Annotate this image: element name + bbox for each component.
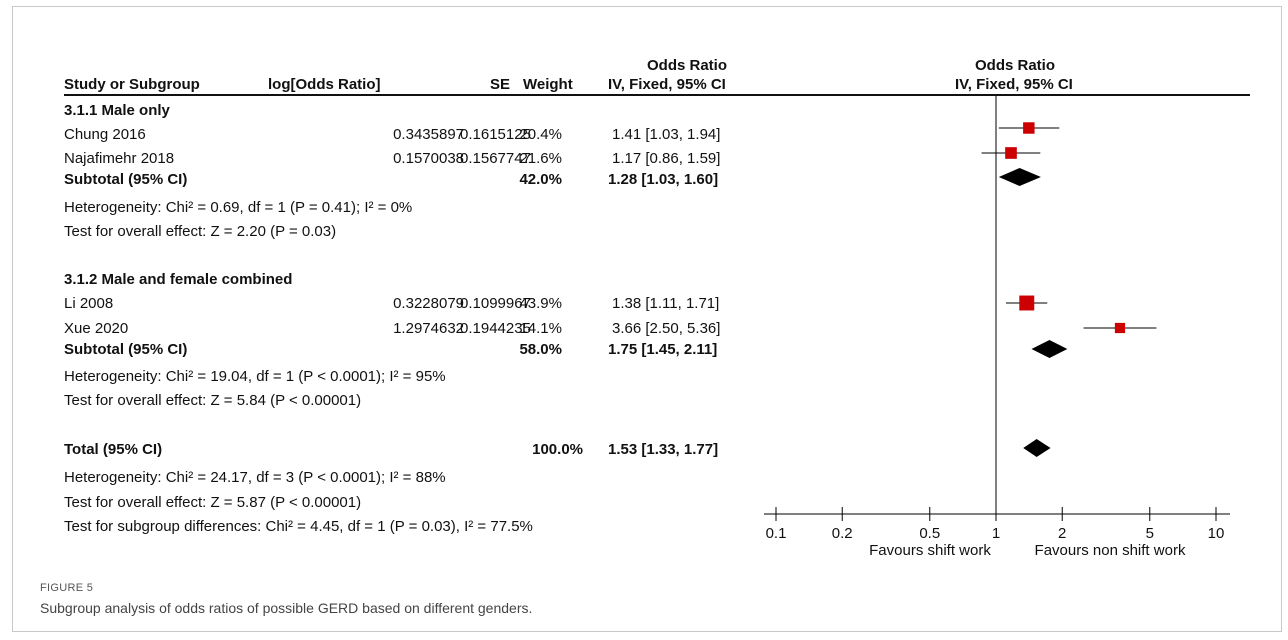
group-title: 3.1.2 Male and female combined <box>64 271 293 288</box>
study-ci: 1.38 [1.11, 1.71] <box>612 295 720 312</box>
study-ci: 1.17 [0.86, 1.59] <box>612 150 721 167</box>
overall-effect-text: Test for overall effect: Z = 5.84 (P < 0… <box>64 392 362 409</box>
header-log-or: log[Odds Ratio] <box>268 76 381 93</box>
header-rule <box>64 94 1250 96</box>
study-marker <box>1023 122 1035 134</box>
group-title: 3.1.1 Male only <box>64 102 170 119</box>
header-plot-line2: IV, Fixed, 95% CI <box>955 76 1073 93</box>
total-overall-effect-text: Test for overall effect: Z = 5.87 (P < 0… <box>64 494 362 511</box>
subtotal-weight: 58.0% <box>519 341 562 358</box>
favours-left-label: Favours shift work <box>869 542 991 559</box>
study-log-or: 0.3435897 <box>393 126 464 143</box>
axis-tick-label: 0.5 <box>919 525 940 542</box>
study-weight: 21.6% <box>519 150 562 167</box>
study-name: Najafimehr 2018 <box>64 150 175 167</box>
header-plot-line1: Odds Ratio <box>975 57 1056 74</box>
axis-tick-label: 5 <box>1146 525 1154 542</box>
study-marker <box>1114 322 1126 334</box>
study-name: Chung 2016 <box>64 126 146 143</box>
summary-diamond <box>1023 439 1051 457</box>
header-or-line2: IV, Fixed, 95% CI <box>608 76 726 93</box>
axis-tick-label: 0.2 <box>832 525 853 542</box>
heterogeneity-text: Heterogeneity: Chi² = 0.69, df = 1 (P = … <box>64 199 413 216</box>
total-ci: 1.53 [1.33, 1.77] <box>608 441 719 458</box>
total-weight: 100.0% <box>532 441 583 458</box>
figure-frame <box>12 6 1282 632</box>
overall-effect-text: Test for overall effect: Z = 2.20 (P = 0… <box>64 223 337 240</box>
study-log-or: 0.1570038 <box>393 150 464 167</box>
header-weight: Weight <box>523 76 573 93</box>
axis-tick-label: 2 <box>1058 525 1066 542</box>
figure-caption: Subgroup analysis of odds ratios of poss… <box>40 600 533 616</box>
study-log-or: 0.3228079 <box>393 295 464 312</box>
axis-tick-label: 0.1 <box>766 525 787 542</box>
study-marker <box>1019 295 1035 311</box>
axis-tick-label: 10 <box>1208 525 1225 542</box>
subtotal-ci: 1.28 [1.03, 1.60] <box>608 171 719 188</box>
heterogeneity-text: Heterogeneity: Chi² = 19.04, df = 1 (P <… <box>64 368 446 385</box>
study-weight: 20.4% <box>519 126 562 143</box>
study-ci: 1.41 [1.03, 1.94] <box>612 126 721 143</box>
summary-diamond <box>1031 340 1068 358</box>
study-weight: 43.9% <box>519 295 562 312</box>
total-label: Total (95% CI) <box>64 441 163 458</box>
subtotal-ci: 1.75 [1.45, 2.11] <box>608 341 718 358</box>
figure-label: FIGURE 5 <box>40 582 94 594</box>
study-name: Li 2008 <box>64 295 114 312</box>
favours-right-label: Favours non shift work <box>1035 542 1186 559</box>
subtotal-label: Subtotal (95% CI) <box>64 171 188 188</box>
subtotal-weight: 42.0% <box>519 171 562 188</box>
subgroup-differences-text: Test for subgroup differences: Chi² = 4.… <box>64 518 533 535</box>
study-weight: 14.1% <box>519 320 562 337</box>
summary-diamond <box>998 168 1041 186</box>
study-log-or: 1.2974632 <box>393 320 464 337</box>
study-marker <box>1005 147 1017 159</box>
subtotal-label: Subtotal (95% CI) <box>64 341 188 358</box>
header-or-line1: Odds Ratio <box>647 57 728 74</box>
header-study: Study or Subgroup <box>64 76 200 93</box>
header-se: SE <box>489 76 510 93</box>
study-name: Xue 2020 <box>64 320 129 337</box>
study-ci: 3.66 [2.50, 5.36] <box>612 320 721 337</box>
axis-tick-label: 1 <box>992 525 1000 542</box>
total-heterogeneity-text: Heterogeneity: Chi² = 24.17, df = 3 (P <… <box>64 469 446 486</box>
